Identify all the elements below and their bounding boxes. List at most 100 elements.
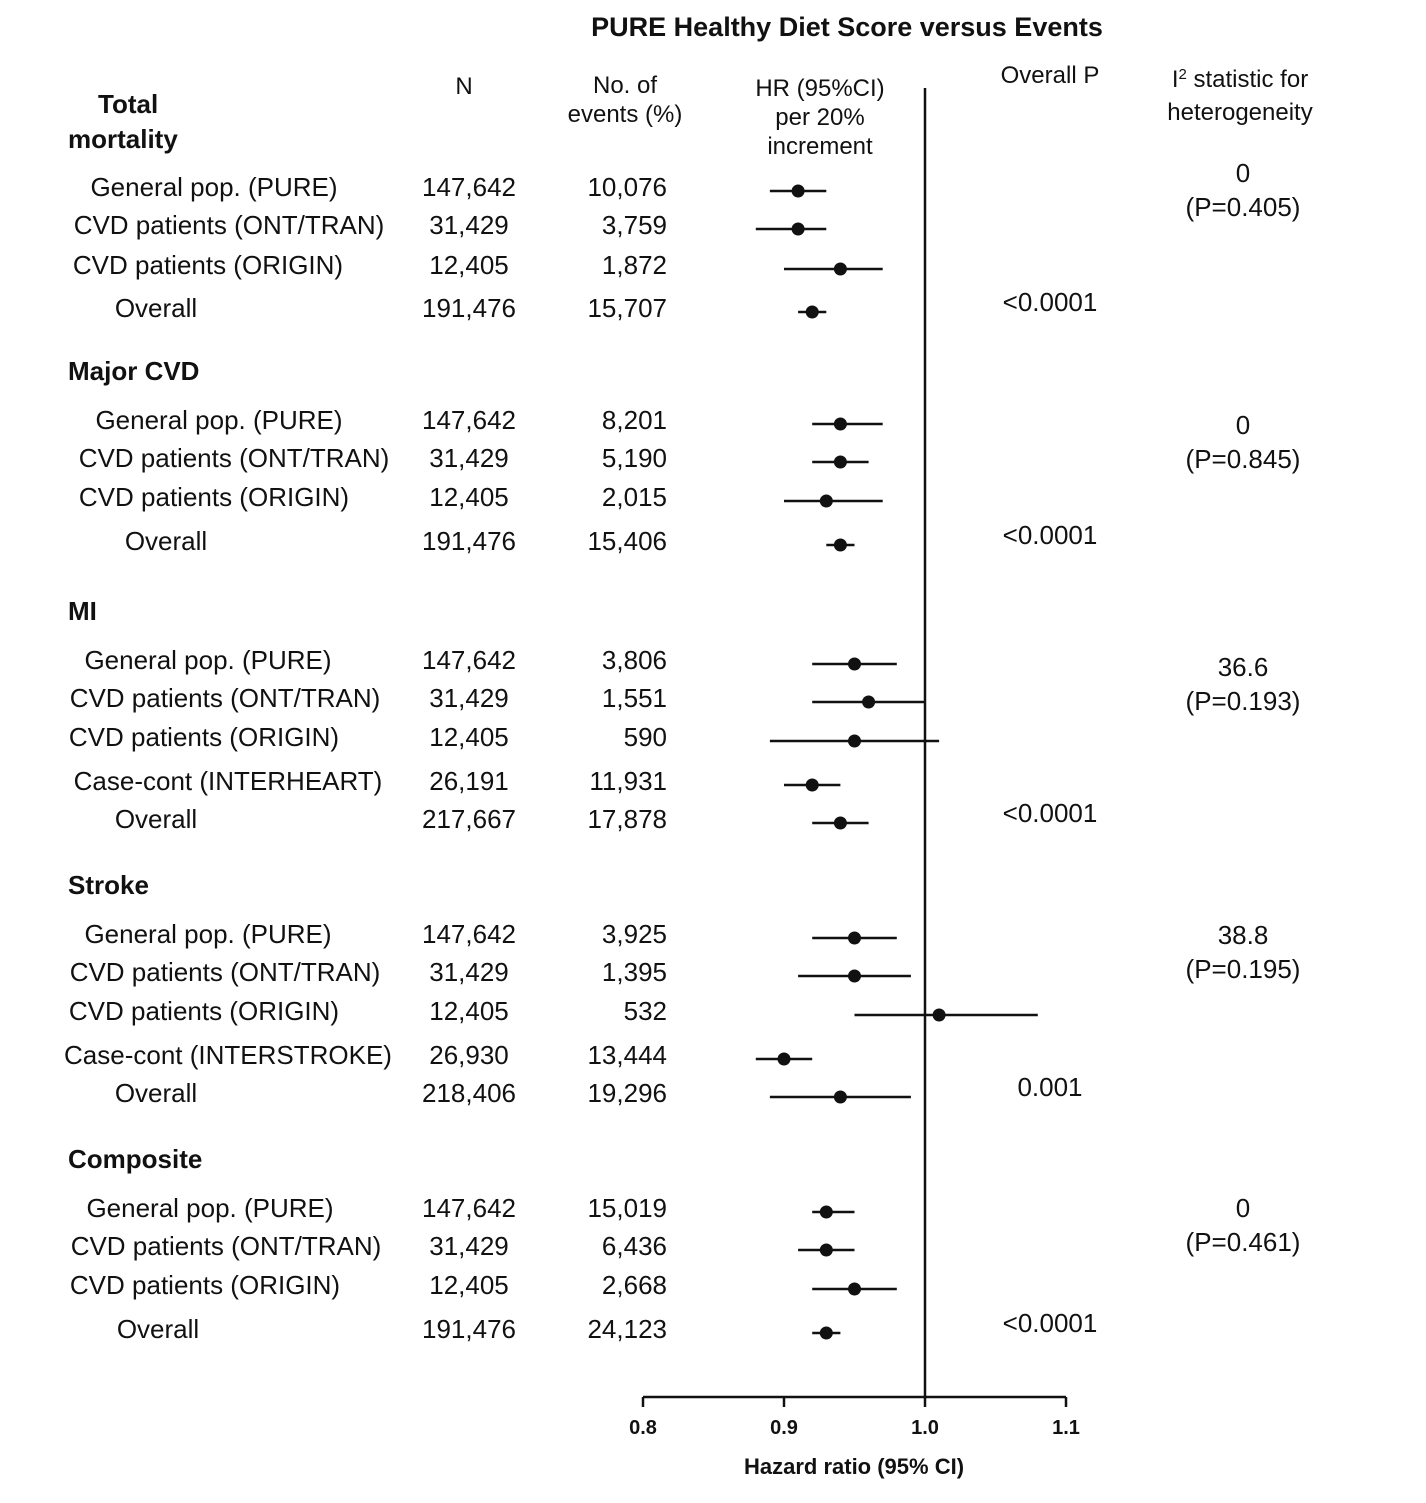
i2-p-value: (P=0.845) bbox=[1186, 444, 1301, 474]
study-label: Case-cont (INTERHEART) bbox=[74, 766, 383, 796]
n-value: 191,476 bbox=[422, 293, 516, 323]
events-value: 3,759 bbox=[602, 210, 667, 240]
n-value: 26,191 bbox=[429, 766, 509, 796]
hr-point bbox=[819, 1326, 833, 1340]
hr-point bbox=[848, 734, 861, 748]
i2-value: 0 bbox=[1236, 158, 1250, 188]
chart-title: PURE Healthy Diet Score versus Events bbox=[591, 12, 1103, 42]
events-value: 6,436 bbox=[602, 1231, 667, 1261]
events-value: 1,395 bbox=[602, 957, 667, 987]
study-label: CVD patients (ONT/TRAN) bbox=[70, 957, 381, 987]
forest-rows: Total mortality General pop. (PURE) 147,642… bbox=[64, 89, 1300, 1344]
hr-point bbox=[848, 1282, 861, 1296]
study-label: CVD patients (ONT/TRAN) bbox=[71, 1231, 382, 1261]
events-value: 10,076 bbox=[587, 172, 667, 202]
n-value: 12,405 bbox=[429, 996, 509, 1026]
n-value: 31,429 bbox=[429, 957, 509, 987]
hr-point bbox=[805, 305, 819, 319]
study-label: General pop. (PURE) bbox=[84, 645, 331, 675]
events-value: 5,190 bbox=[602, 443, 667, 473]
events-value: 1,551 bbox=[602, 683, 667, 713]
events-value: 13,444 bbox=[587, 1040, 667, 1070]
n-value: 12,405 bbox=[429, 1270, 509, 1300]
x-tick-label: 0.8 bbox=[629, 1417, 657, 1439]
group-title: Total bbox=[98, 89, 158, 119]
header-hr-line2: per 20% bbox=[775, 104, 864, 131]
header-i2-line1: I2 statistic for bbox=[1172, 66, 1308, 94]
group-title: Major CVD bbox=[68, 356, 199, 386]
overall-label: Overall bbox=[117, 1314, 199, 1344]
header-n: N bbox=[455, 73, 472, 100]
events-value: 3,806 bbox=[602, 645, 667, 675]
group-title: Stroke bbox=[68, 870, 149, 900]
hr-point bbox=[777, 1052, 791, 1066]
n-value: 147,642 bbox=[422, 1193, 516, 1223]
header-events-line1: No. of bbox=[593, 72, 657, 99]
events-value: 2,668 bbox=[602, 1270, 667, 1300]
hr-point bbox=[833, 262, 847, 276]
overall-p-value: 0.001 bbox=[1017, 1072, 1082, 1102]
n-value: 147,642 bbox=[422, 919, 516, 949]
hr-point bbox=[833, 455, 847, 469]
events-value: 532 bbox=[624, 996, 667, 1026]
events-value: 15,707 bbox=[587, 293, 667, 323]
n-value: 12,405 bbox=[429, 482, 509, 512]
study-label: General pop. (PURE) bbox=[90, 172, 337, 202]
hr-point bbox=[833, 538, 847, 552]
header-i2-text: statistic for bbox=[1187, 66, 1308, 93]
hr-point bbox=[862, 695, 876, 709]
n-value: 217,667 bbox=[422, 804, 516, 834]
hr-point bbox=[833, 417, 847, 431]
group-title: MI bbox=[68, 596, 97, 626]
study-label: Case-cont (INTERSTROKE) bbox=[64, 1040, 392, 1070]
x-tick-label: 1.0 bbox=[911, 1417, 939, 1439]
overall-label: Overall bbox=[125, 526, 207, 556]
study-label: CVD patients (ORIGIN) bbox=[69, 996, 339, 1026]
hr-point bbox=[848, 657, 861, 671]
study-label: CVD patients (ONT/TRAN) bbox=[74, 210, 385, 240]
events-value: 24,123 bbox=[587, 1314, 667, 1344]
i2-value: 38.8 bbox=[1218, 920, 1269, 950]
study-label: CVD patients (ONT/TRAN) bbox=[79, 443, 390, 473]
events-value: 1,872 bbox=[602, 250, 667, 280]
study-label: CVD patients (ORIGIN) bbox=[79, 482, 349, 512]
hr-point bbox=[932, 1008, 946, 1022]
hr-point bbox=[848, 969, 861, 983]
n-value: 191,476 bbox=[422, 526, 516, 556]
events-value: 11,931 bbox=[589, 766, 667, 796]
x-axis: 0.8 0.9 1.0 1.1 Hazard ratio (95% CI) bbox=[629, 88, 1080, 1479]
i2-value: 0 bbox=[1236, 410, 1250, 440]
n-value: 191,476 bbox=[422, 1314, 516, 1344]
events-value: 3,925 bbox=[602, 919, 667, 949]
header-hr-line3: increment bbox=[767, 133, 873, 160]
n-value: 26,930 bbox=[429, 1040, 509, 1070]
x-axis-label: Hazard ratio (95% CI) bbox=[744, 1454, 964, 1479]
study-label: CVD patients (ORIGIN) bbox=[69, 722, 339, 752]
hr-point bbox=[833, 1090, 847, 1104]
n-value: 12,405 bbox=[429, 250, 509, 280]
events-value: 2,015 bbox=[602, 482, 667, 512]
header-events-line2: events (%) bbox=[568, 101, 683, 128]
study-label: General pop. (PURE) bbox=[86, 1193, 333, 1223]
study-label: CVD patients (ORIGIN) bbox=[73, 250, 343, 280]
study-label: General pop. (PURE) bbox=[84, 919, 331, 949]
hr-point bbox=[833, 816, 847, 830]
hr-point bbox=[819, 1205, 833, 1219]
header-i2-line2: heterogeneity bbox=[1167, 99, 1312, 126]
events-value: 15,019 bbox=[587, 1193, 667, 1223]
n-value: 12,405 bbox=[429, 722, 509, 752]
hr-point bbox=[848, 931, 861, 945]
n-value: 147,642 bbox=[422, 405, 516, 435]
overall-p-value: <0.0001 bbox=[1003, 287, 1098, 317]
x-tick-label: 0.9 bbox=[770, 1417, 798, 1439]
events-value: 590 bbox=[624, 722, 667, 752]
x-tick-label: 1.1 bbox=[1052, 1417, 1080, 1439]
n-value: 31,429 bbox=[429, 1231, 509, 1261]
header-i2-letter: I bbox=[1172, 66, 1179, 93]
header-overall-p: Overall P bbox=[1001, 62, 1100, 89]
header-hr-line1: HR (95%CI) bbox=[755, 75, 884, 102]
header-i2-superscript: 2 bbox=[1178, 66, 1186, 83]
study-label: CVD patients (ORIGIN) bbox=[70, 1270, 340, 1300]
n-value: 147,642 bbox=[422, 645, 516, 675]
